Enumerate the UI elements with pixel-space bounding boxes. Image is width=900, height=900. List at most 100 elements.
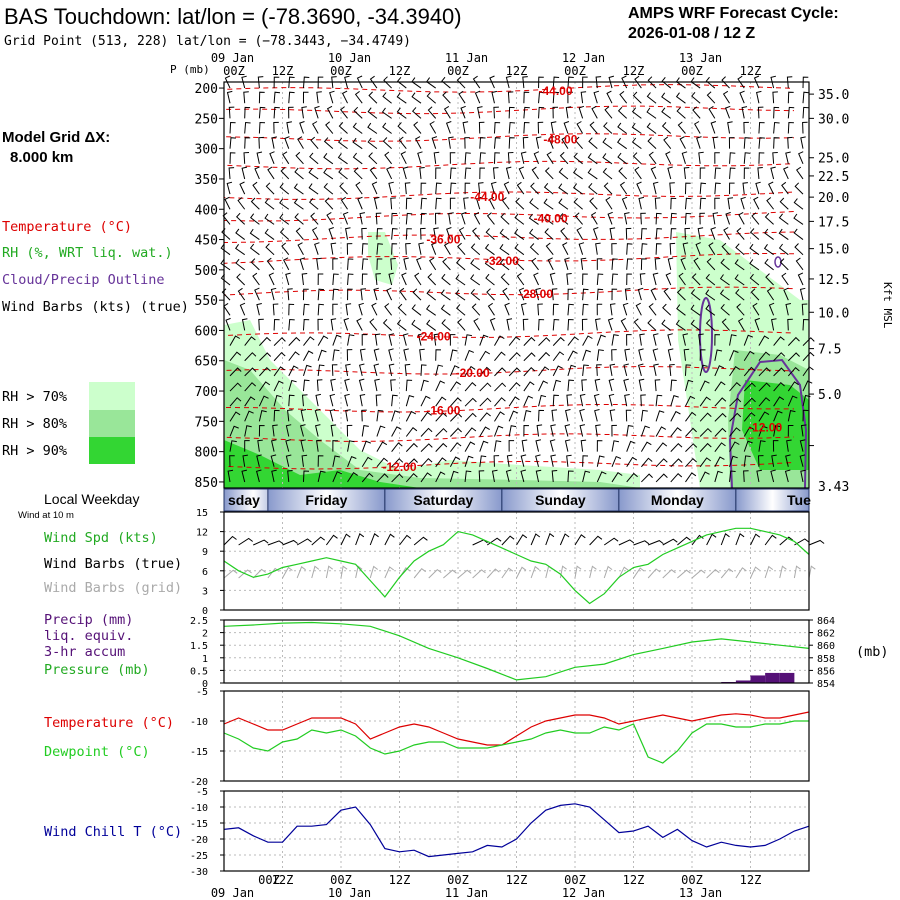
panel-tick-label: -20	[190, 835, 208, 846]
wind-barb	[773, 396, 785, 407]
wind-barb	[653, 363, 659, 376]
top-date-label: 13 Jan	[679, 51, 722, 65]
wind-barb	[500, 212, 510, 225]
wind-barb	[786, 76, 793, 89]
top-hour-label: 00Z	[330, 64, 352, 78]
wind-barb	[738, 211, 745, 225]
bottom-date-label: 10 Jan	[328, 886, 371, 900]
wind-barb	[494, 335, 505, 346]
wind-barb	[755, 181, 761, 195]
wind-barb	[670, 379, 677, 392]
wind-barb	[595, 424, 601, 437]
wind-barb	[501, 197, 510, 210]
wind-barb	[667, 348, 674, 361]
wind-barb	[619, 91, 628, 104]
wind-barb	[552, 379, 562, 392]
wind-barb	[719, 289, 730, 301]
wind-barb	[474, 90, 481, 104]
wind-barb	[361, 456, 373, 468]
wind-barb	[405, 228, 412, 240]
surface-wind-barb-grid	[574, 565, 582, 579]
wind-barb	[705, 319, 716, 331]
wind-barb	[271, 136, 277, 149]
wind-barb	[766, 287, 775, 301]
wind-barb	[293, 198, 304, 210]
kft-tick-label: 12.5	[818, 273, 849, 288]
wind-barb	[357, 196, 363, 210]
wind-barb	[391, 458, 404, 468]
surface-wind-barb-true	[735, 533, 745, 546]
wind-barb	[694, 121, 701, 134]
wind-barb	[326, 211, 334, 225]
wind-barb	[743, 350, 755, 362]
wind-barb	[405, 426, 418, 437]
wind-barb	[677, 121, 686, 134]
wind-barb	[693, 257, 701, 271]
wind-barb	[729, 152, 736, 164]
panel-tick-label: -20	[190, 777, 208, 788]
wind-barb	[479, 397, 492, 407]
wind-barb	[787, 318, 793, 331]
wind-barb	[431, 136, 438, 149]
rh-level-80: RH > 80%	[2, 416, 67, 432]
surface-wind-barb-grid	[413, 568, 426, 579]
wind-barb	[758, 440, 766, 452]
isotherm-line	[223, 286, 795, 299]
surface-wind-barb-grid	[443, 569, 457, 579]
wind-barb	[434, 212, 441, 225]
wind-barb	[684, 379, 694, 392]
wind-barb	[464, 137, 470, 149]
surface-wind-barb-grid	[238, 569, 252, 579]
wind-barb	[684, 212, 692, 225]
wind-barb	[429, 257, 437, 271]
wind-barb	[420, 411, 432, 422]
surface-wind-barb-grid	[282, 566, 293, 579]
wind-barb	[699, 197, 706, 210]
wind-barb	[221, 288, 231, 301]
wind-barb	[758, 367, 771, 377]
wind-barb	[391, 410, 400, 422]
wind-barb	[288, 106, 294, 119]
wind-barb	[280, 167, 290, 180]
wind-barb	[670, 410, 681, 422]
wind-barb	[405, 197, 412, 210]
wind-barb	[550, 424, 556, 437]
wind-barb	[589, 197, 598, 210]
wind-barb	[354, 91, 363, 104]
wind-barb	[347, 440, 355, 452]
wind-barb	[302, 318, 310, 331]
wind-barb	[757, 106, 764, 119]
wind-barb	[285, 454, 292, 467]
wind-barb	[382, 122, 392, 134]
wind-barb	[494, 382, 507, 392]
bottom-date-label: 09 Jan	[211, 886, 254, 900]
wind-barb	[729, 412, 742, 422]
wind-barb	[530, 182, 539, 195]
wind-barb	[470, 274, 481, 286]
wind-barb	[273, 318, 280, 331]
wind-barb	[581, 318, 588, 331]
weekday-label: Sunday	[535, 492, 586, 508]
wind-barb	[225, 317, 231, 331]
wind-barb	[685, 472, 697, 483]
wind-barb	[396, 76, 407, 89]
surface-wind-barb-grid	[793, 565, 801, 579]
wind-barb	[361, 258, 369, 270]
wind-barb	[456, 258, 466, 271]
wind-barb	[317, 470, 326, 483]
wind-barb	[417, 333, 424, 346]
wind-barb	[535, 287, 541, 301]
wind-barb	[552, 365, 563, 377]
wind-barb	[347, 273, 354, 286]
surface-wind-barb-grid	[735, 567, 747, 579]
wind-barb	[552, 91, 560, 104]
wind-barb	[714, 349, 723, 361]
wind-barb	[773, 425, 781, 437]
wind-barb	[229, 397, 242, 407]
pressure-tick-label: 650	[195, 355, 218, 370]
wind-barb	[684, 197, 692, 210]
wind-barb	[445, 121, 452, 134]
wind-barb	[347, 472, 358, 483]
wind-barb	[736, 227, 745, 240]
panel-tick-label: 3	[202, 586, 208, 597]
